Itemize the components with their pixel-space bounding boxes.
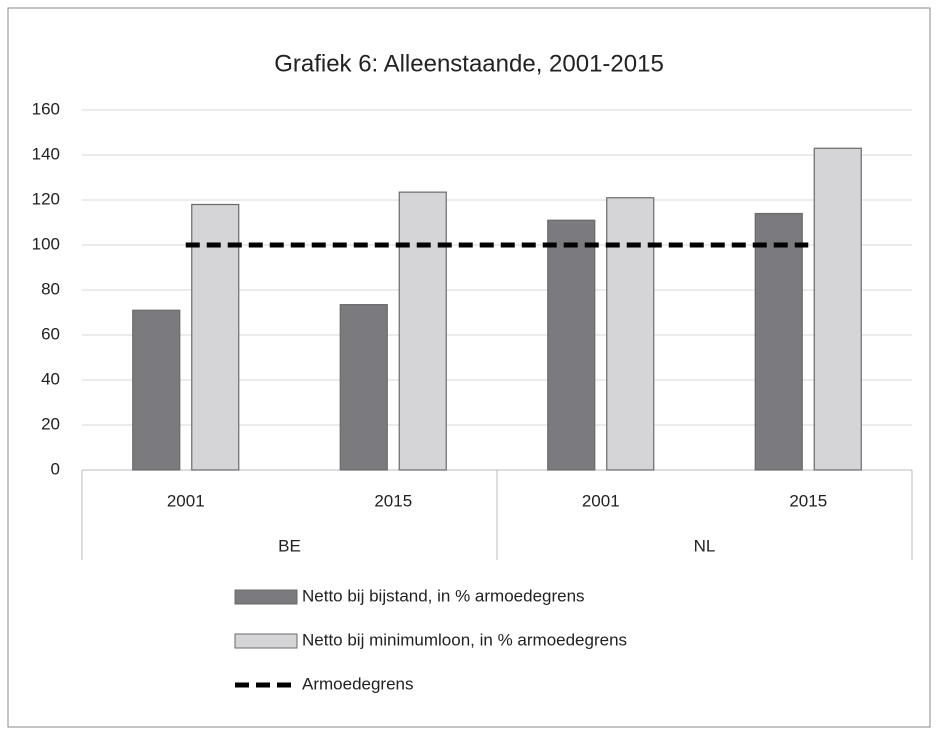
legend-swatch	[234, 633, 298, 649]
y-tick-label: 160	[32, 99, 60, 118]
legend-label: Armoedegrens	[302, 674, 414, 693]
y-tick-label: 120	[32, 189, 60, 208]
bar	[398, 191, 447, 471]
chart-title: Grafiek 6: Alleenstaande, 2001-2015	[274, 50, 664, 77]
y-tick-label: 40	[41, 369, 60, 388]
bar	[754, 212, 803, 471]
y-tick-label: 60	[41, 324, 60, 343]
y-tick-label: 20	[41, 414, 60, 433]
bar	[191, 203, 240, 471]
y-tick-label: 140	[32, 144, 60, 163]
group-label: NL	[694, 536, 716, 555]
x-tick-label: 2001	[167, 491, 205, 510]
bar	[813, 147, 862, 471]
group-label: BE	[278, 536, 301, 555]
x-tick-label: 2001	[582, 491, 620, 510]
bar	[132, 309, 181, 471]
bar	[547, 219, 596, 471]
bar	[339, 304, 388, 471]
y-tick-label: 0	[51, 459, 60, 478]
y-tick-label: 100	[32, 234, 60, 253]
legend-label: Netto bij bijstand, in % armoedegrens	[302, 586, 585, 605]
y-tick-label: 80	[41, 279, 60, 298]
bar	[606, 197, 655, 471]
x-tick-label: 2015	[789, 491, 827, 510]
legend-swatch	[234, 589, 298, 605]
x-tick-label: 2015	[374, 491, 412, 510]
legend-label: Netto bij minimumloon, in % armoedegrens	[302, 630, 627, 649]
